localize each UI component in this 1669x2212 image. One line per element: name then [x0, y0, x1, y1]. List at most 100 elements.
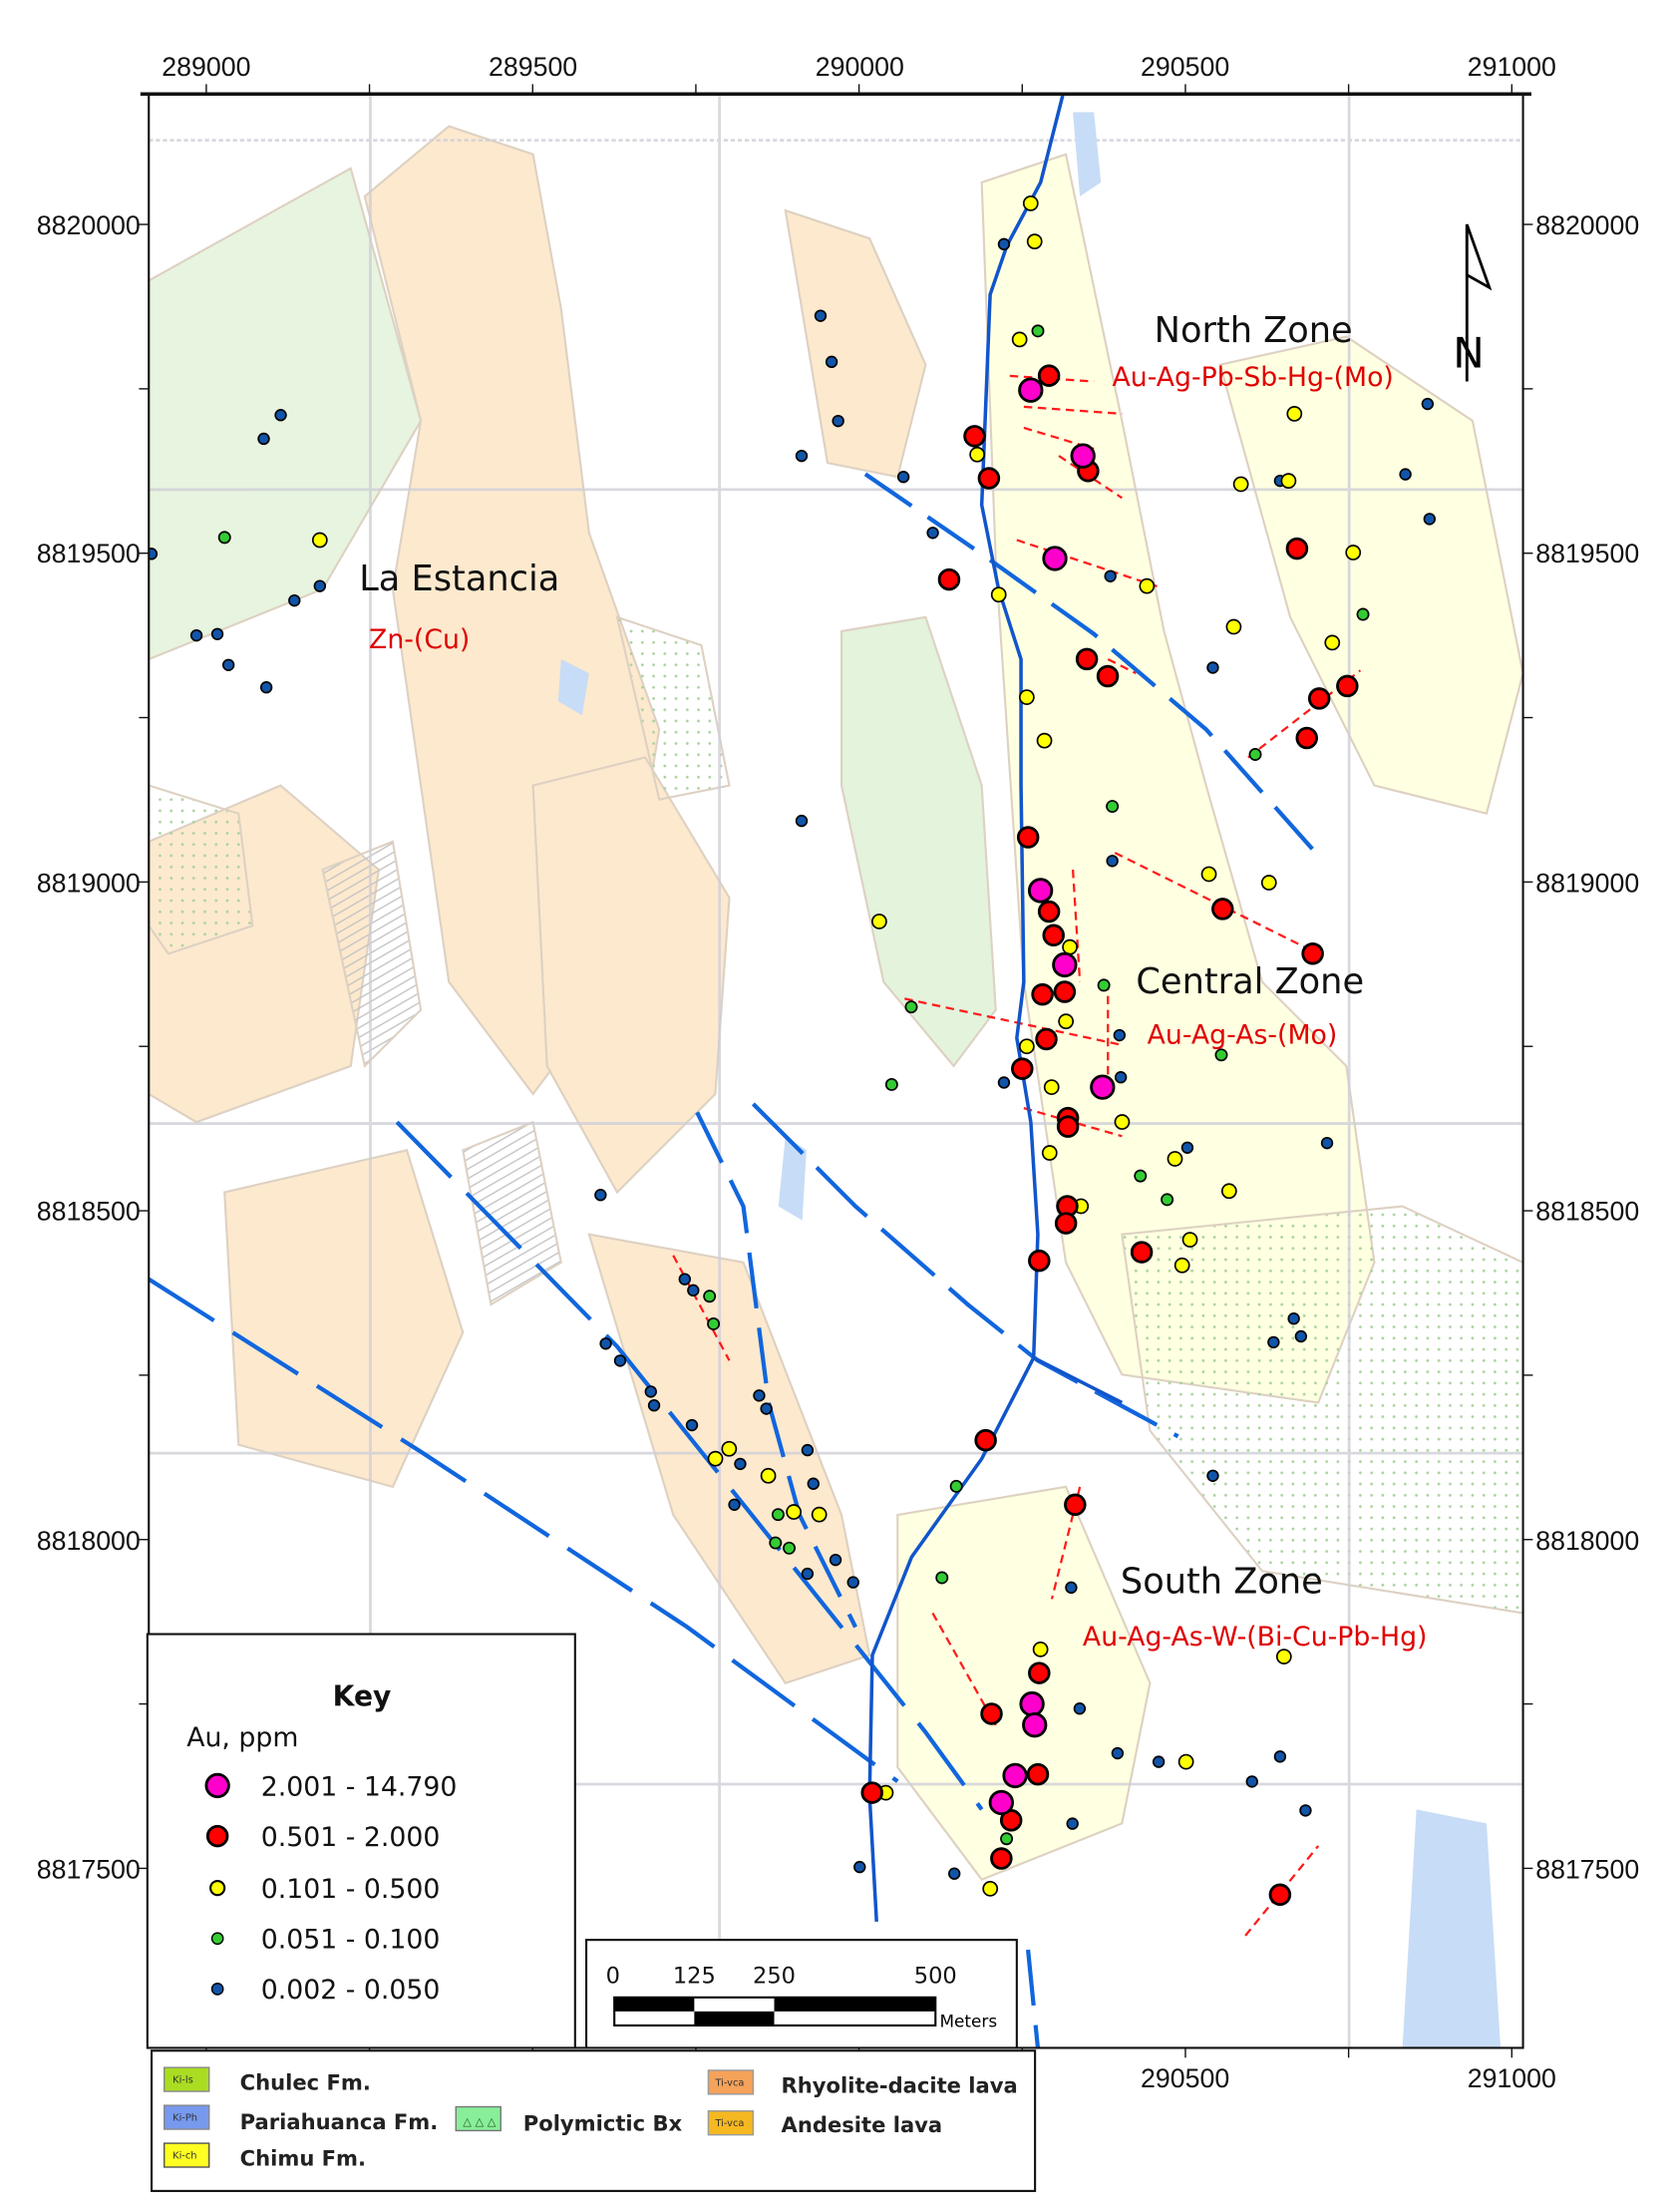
sample-point [990, 1847, 1013, 1870]
legend-label: 0.002 - 0.050 [261, 1975, 441, 2006]
sample-point [1026, 233, 1043, 250]
easting-label: 291000 [1468, 52, 1556, 82]
sample-point [871, 914, 887, 929]
scale-label: 250 [753, 1964, 796, 1990]
sample-point [1018, 377, 1044, 403]
scale-label: 500 [914, 1964, 957, 1990]
sample-point [1301, 942, 1324, 965]
la-estancia-title: La Estancia [359, 558, 559, 599]
left-northing-labels: 8820000 8819500 8819000 8818500 8818000 … [37, 210, 141, 1884]
legend-marker-class-5 [210, 1983, 224, 1996]
sample-point [926, 527, 939, 540]
sample-point [982, 1880, 999, 1897]
key-subtitle: Au, ppm [186, 1722, 298, 1753]
sample-point [1336, 674, 1359, 698]
sample-point [1104, 569, 1117, 582]
bottom-easting-labels: 290500 291000 [1141, 2063, 1556, 2093]
sample-point [1286, 406, 1303, 422]
geology-label: Chimu Fm. [240, 2146, 366, 2171]
scale-label: 0 [606, 1964, 620, 1990]
sample-point [1052, 951, 1078, 978]
northing-label: 8820000 [37, 210, 141, 240]
sample-point [217, 531, 231, 545]
sample-point [1054, 1212, 1078, 1235]
sample-point [1096, 664, 1120, 688]
sample-point [1028, 1249, 1051, 1273]
sample-point [1042, 546, 1068, 571]
swatch-rhyolite [707, 2069, 755, 2095]
sample-point [896, 471, 910, 484]
sample-point [687, 1284, 700, 1297]
legend-label: 2.001 - 14.790 [261, 1771, 458, 1802]
sample-point [786, 1504, 803, 1520]
easting-label: 289000 [162, 52, 250, 82]
sample-point [1114, 1114, 1131, 1130]
top-easting-labels: 289000 289500 290000 290500 291000 [162, 52, 1556, 82]
northing-label: 8819000 [1535, 869, 1639, 899]
sample-point [1134, 1169, 1148, 1183]
easting-label: 290000 [816, 52, 904, 82]
right-northing-labels: 8820000 8819500 8819000 8818500 8818000 … [1535, 210, 1639, 1884]
sample-point [221, 658, 235, 671]
sample-point [599, 1337, 612, 1350]
sample-point [1053, 980, 1077, 1003]
geology-units [149, 125, 1523, 1881]
sample-point [949, 1479, 963, 1493]
sample-point [1206, 1469, 1219, 1482]
sample-point [1287, 1312, 1300, 1325]
swatch-chulec [164, 2066, 210, 2092]
sample-point [1022, 1712, 1048, 1738]
sample-point [728, 1498, 741, 1511]
sample-point [613, 1354, 627, 1367]
easting-label: 290500 [1141, 2063, 1229, 2093]
sample-point [1062, 938, 1078, 955]
geology-legend: Ki-ls Chulec Fm. Ki-Ph Pariahuanca Fm. K… [150, 2049, 1037, 2192]
north-zone-elements: Au-Ag-Pb-Sb-Hg-(Mo) [1112, 362, 1393, 393]
sample-point [1421, 397, 1435, 411]
sample-point [1031, 982, 1054, 1006]
sample-point [1307, 687, 1331, 710]
swatch-pariahuanca [164, 2104, 210, 2130]
sample-point [771, 1508, 785, 1522]
sample-point [1016, 826, 1040, 849]
sample-point [1280, 473, 1297, 490]
sample-point [1075, 647, 1099, 671]
sample-point [1041, 1145, 1058, 1161]
sample-point [1090, 1074, 1116, 1100]
sample-point [1011, 331, 1028, 348]
sample-point [1161, 1193, 1174, 1207]
sample-point [259, 681, 273, 694]
sample-point [1035, 1027, 1058, 1051]
sample-point [1167, 1151, 1183, 1167]
au-key-legend: Key Au, ppm 2.001 - 14.790 0.501 - 2.000… [146, 1633, 576, 2049]
sample-point [937, 567, 961, 591]
sample-point [1356, 607, 1370, 621]
geology-label: Pariahuanca Fm. [240, 2109, 439, 2134]
sample-point [1019, 1690, 1045, 1717]
sample-point [783, 1541, 797, 1555]
sample-point [288, 593, 301, 607]
sample-point [884, 1077, 898, 1091]
sample-point [1345, 545, 1362, 560]
sample-point [1299, 1804, 1312, 1817]
sample-point [1026, 1762, 1050, 1786]
sample-point [1058, 1013, 1075, 1030]
northing-label: 8819500 [37, 539, 141, 568]
sample-point [1324, 634, 1341, 651]
sample-point [753, 1389, 766, 1402]
central-zone-elements: Au-Ag-As-(Mo) [1148, 1019, 1338, 1050]
sample-point [807, 1477, 820, 1490]
sample-point [760, 1467, 777, 1484]
sample-point [904, 1000, 918, 1014]
sample-point [948, 1867, 961, 1880]
sample-point [1180, 1141, 1194, 1154]
sample-point [795, 814, 809, 828]
sample-point [257, 432, 270, 446]
sample-point [1320, 1136, 1334, 1150]
northing-label: 8817500 [1535, 1854, 1639, 1884]
sample-point [1232, 476, 1249, 493]
sample-point [969, 446, 985, 463]
northing-label: 8819000 [37, 869, 141, 899]
sample-point [210, 627, 224, 640]
